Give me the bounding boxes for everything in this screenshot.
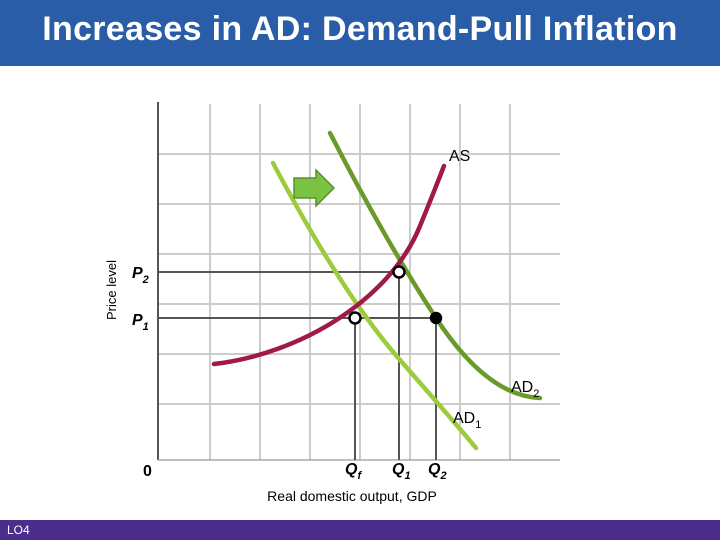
slide-title: Increases in AD: Demand-Pull Inflation (42, 10, 678, 48)
footer-bar: LO4 (0, 520, 720, 540)
p1-label: P1 (132, 312, 149, 333)
q1-label: Q1 (392, 461, 411, 482)
as-curve (211, 163, 447, 367)
y-axis-label: Price level (104, 260, 119, 320)
initial-equilibrium-point (348, 311, 362, 325)
p2-label: P2 (132, 265, 149, 286)
ad1-curve-label: AD1 (453, 410, 481, 431)
q2-label: Q2 (428, 461, 447, 482)
learning-objective-label: LO4 (7, 523, 30, 537)
as-curve-label: AS (449, 148, 470, 165)
ad2-curve (327, 130, 543, 401)
qf-label: Qf (345, 461, 362, 482)
constant-price-point (429, 311, 443, 325)
x-axis-label: Real domestic output, GDP (267, 488, 437, 504)
right-arrow-icon (293, 168, 336, 208)
ad2-curve-label: AD2 (511, 379, 539, 400)
ad1-curve (270, 160, 479, 451)
grid (158, 104, 560, 460)
title-bar: Increases in AD: Demand-Pull Inflation (0, 0, 720, 66)
origin-label: 0 (143, 463, 152, 480)
new-equilibrium-point (392, 265, 406, 279)
